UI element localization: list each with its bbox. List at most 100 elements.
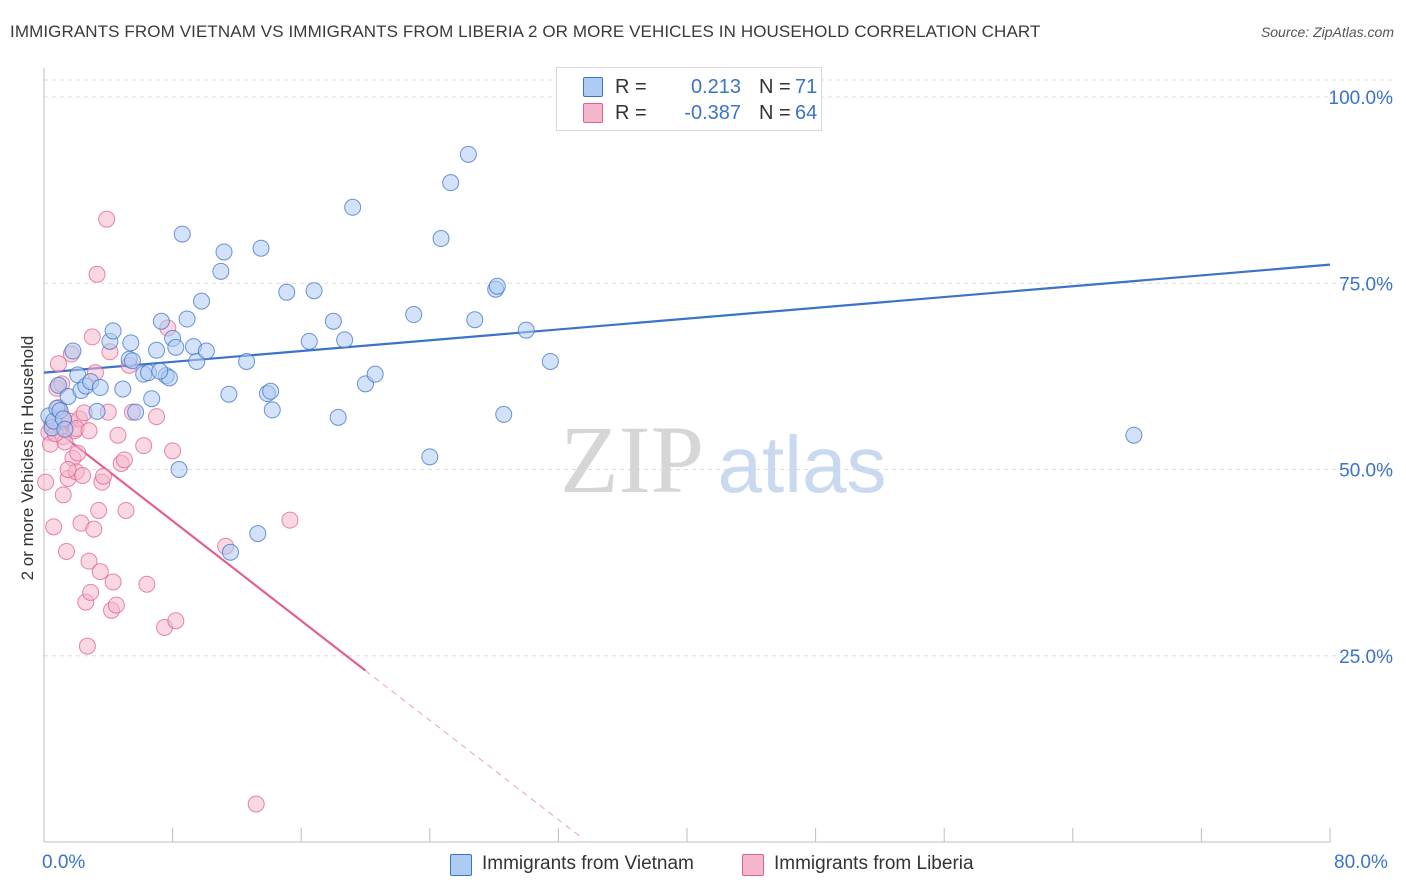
point-vietnam bbox=[49, 376, 67, 394]
legend-swatch-blue bbox=[450, 854, 472, 876]
point-vietnam bbox=[64, 342, 82, 360]
point-liberia bbox=[37, 473, 55, 491]
point-liberia bbox=[91, 563, 109, 581]
point-liberia bbox=[54, 486, 72, 504]
point-vietnam bbox=[432, 230, 450, 248]
point-liberia bbox=[104, 573, 122, 591]
trendline-vietnam bbox=[43, 263, 1331, 374]
point-vietnam bbox=[336, 331, 354, 349]
point-vietnam bbox=[122, 334, 140, 352]
axes bbox=[43, 68, 1331, 843]
legend-r-value: 0.213 bbox=[690, 75, 741, 98]
point-liberia bbox=[94, 467, 112, 485]
y-tick-label: 100.0% bbox=[1329, 88, 1394, 109]
point-vietnam bbox=[173, 225, 191, 243]
point-vietnam bbox=[127, 403, 145, 421]
point-vietnam bbox=[421, 448, 439, 466]
x-tick-label-max: 80.0% bbox=[1334, 852, 1388, 873]
point-vietnam bbox=[488, 277, 506, 295]
point-vietnam bbox=[405, 306, 423, 324]
point-vietnam bbox=[197, 342, 215, 360]
point-liberia bbox=[78, 637, 96, 655]
point-vietnam bbox=[263, 401, 281, 419]
point-vietnam bbox=[324, 312, 342, 330]
point-vietnam bbox=[104, 322, 122, 340]
legend-swatch-pink bbox=[742, 854, 764, 876]
legend-r-value: -0.387 bbox=[684, 101, 741, 124]
stats-legend: R = 0.213 N = 71 R = -0.387 N = 64 bbox=[556, 67, 822, 131]
point-liberia bbox=[90, 501, 108, 519]
point-vietnam bbox=[305, 282, 323, 300]
point-vietnam bbox=[188, 352, 206, 370]
point-liberia bbox=[69, 444, 87, 462]
point-liberia bbox=[117, 501, 135, 519]
point-liberia bbox=[58, 542, 76, 560]
point-liberia bbox=[148, 408, 166, 426]
x-tick-label-min: 0.0% bbox=[42, 852, 86, 873]
point-liberia bbox=[167, 612, 185, 630]
point-liberia bbox=[107, 596, 125, 614]
point-liberia bbox=[88, 265, 106, 283]
point-vietnam bbox=[220, 385, 238, 403]
point-vietnam bbox=[123, 352, 141, 370]
legend-swatch-pink bbox=[583, 103, 603, 123]
point-vietnam bbox=[366, 365, 384, 383]
point-vietnam bbox=[329, 408, 347, 426]
point-vietnam bbox=[442, 174, 460, 192]
point-vietnam bbox=[262, 382, 280, 400]
point-vietnam bbox=[1125, 426, 1143, 444]
point-liberia bbox=[281, 511, 299, 529]
point-vietnam bbox=[56, 420, 74, 438]
point-vietnam bbox=[252, 239, 270, 257]
y-tick-label: 75.0% bbox=[1339, 274, 1393, 295]
point-liberia bbox=[247, 795, 265, 813]
point-liberia bbox=[59, 461, 77, 478]
point-vietnam bbox=[238, 352, 256, 370]
point-vietnam bbox=[148, 341, 166, 359]
y-tick-label: 50.0% bbox=[1339, 461, 1393, 482]
trendline-liberia bbox=[43, 420, 367, 672]
y-tick-labels: 25.0% 50.0% 75.0% 100.0% bbox=[1329, 88, 1394, 668]
point-liberia bbox=[115, 451, 133, 469]
point-vietnam bbox=[300, 332, 318, 350]
point-vietnam bbox=[178, 310, 196, 328]
point-vietnam bbox=[152, 312, 170, 330]
point-vietnam bbox=[88, 402, 106, 420]
point-liberia bbox=[85, 520, 103, 538]
point-liberia bbox=[109, 426, 127, 444]
point-vietnam bbox=[495, 405, 513, 423]
legend-n-label: N = bbox=[759, 75, 791, 98]
point-liberia bbox=[45, 518, 63, 536]
point-vietnam bbox=[466, 311, 484, 329]
point-vietnam bbox=[215, 243, 233, 261]
point-vietnam bbox=[193, 292, 211, 310]
legend-r-label: R = bbox=[615, 75, 647, 98]
point-vietnam bbox=[517, 321, 535, 339]
point-vietnam bbox=[151, 362, 169, 380]
y-tick-label: 25.0% bbox=[1339, 647, 1393, 668]
point-liberia bbox=[164, 442, 182, 460]
source-credit: Source: ZipAtlas.com bbox=[1260, 24, 1394, 40]
trendline-liberia-extension bbox=[365, 670, 583, 839]
legend-series-label: Immigrants from Liberia bbox=[774, 853, 974, 874]
point-vietnam bbox=[167, 338, 185, 356]
data-points bbox=[37, 145, 1143, 813]
point-vietnam bbox=[91, 379, 109, 397]
point-liberia bbox=[82, 583, 100, 601]
point-liberia bbox=[135, 437, 153, 455]
point-vietnam bbox=[278, 283, 296, 301]
trendlines bbox=[43, 263, 1331, 839]
point-liberia bbox=[138, 575, 156, 593]
point-vietnam bbox=[170, 461, 188, 478]
legend-series-label: Immigrants from Vietnam bbox=[482, 853, 694, 874]
point-liberia bbox=[98, 210, 116, 228]
point-liberia bbox=[74, 466, 92, 484]
point-liberia bbox=[49, 355, 67, 373]
legend-n-label: N = bbox=[759, 101, 791, 124]
point-vietnam bbox=[249, 525, 267, 543]
chart-title: IMMIGRANTS FROM VIETNAM VS IMMIGRANTS FR… bbox=[10, 22, 1041, 41]
watermark-zip: ZIP bbox=[560, 406, 704, 513]
legend-n-value: 71 bbox=[795, 75, 818, 98]
point-liberia bbox=[83, 328, 101, 346]
